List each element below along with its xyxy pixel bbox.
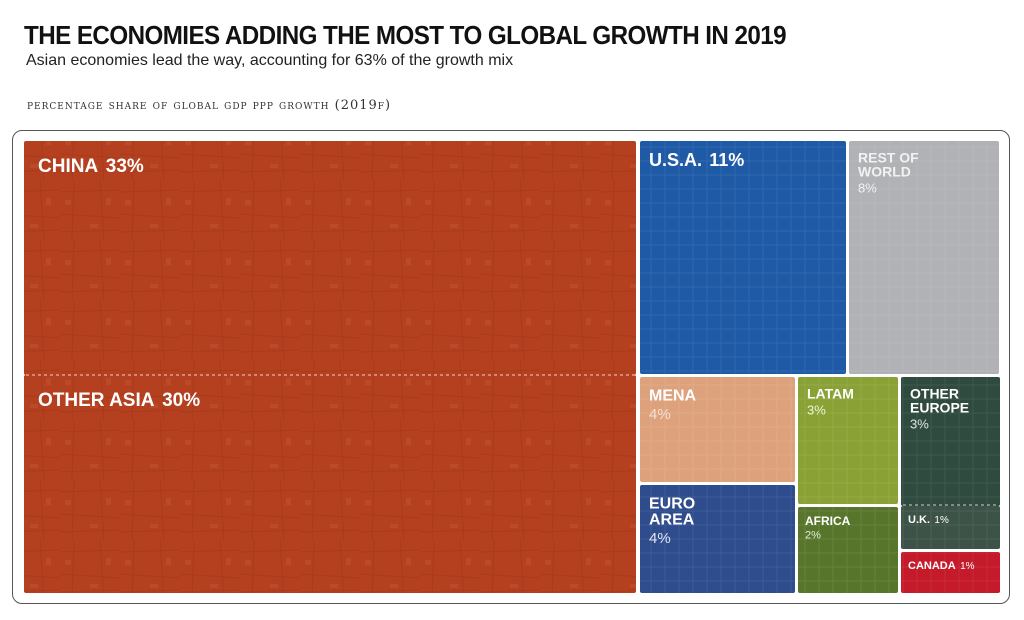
treemap-texture-latam	[798, 377, 898, 504]
treemap-texture-u-s-a	[640, 141, 846, 374]
treemap-label-canada: CANADA 1%	[908, 560, 975, 572]
treemap-texture-u-k	[901, 506, 1000, 549]
treemap-label-mena: MENA	[649, 387, 697, 404]
treemap-texture-china	[24, 141, 636, 375]
treemap-label-other-asia: OTHER ASIA 30%	[38, 390, 200, 411]
treemap-label-latam: LATAM	[807, 386, 854, 402]
treemap-texture-mena	[640, 377, 795, 482]
treemap-value-other-europe: 3%	[910, 417, 929, 432]
treemap-texture-canada	[901, 552, 1000, 593]
treemap-value-latam: 3%	[807, 403, 826, 418]
treemap-texture-other-europe	[901, 377, 1000, 506]
treemap-value-rest-of-world: 8%	[858, 181, 877, 196]
treemap-texture-rest-of-world	[849, 141, 999, 374]
metric-label: percentage share of global gdp ppp growt…	[27, 98, 392, 113]
treemap-label-u-s-a: U.S.A. 11%	[649, 150, 744, 170]
treemap-value-africa: 2%	[805, 530, 821, 542]
treemap-value-euro-area: 4%	[649, 530, 671, 547]
treemap-label-rest-of-world: REST OF WORLD	[858, 150, 919, 180]
treemap-label-africa: AFRICA	[805, 514, 851, 528]
treemap-texture-africa	[798, 507, 898, 593]
treemap-label-other-europe: OTHER EUROPE	[910, 386, 969, 416]
treemap-texture-other-asia	[24, 375, 636, 593]
treemap-value-mena: 4%	[649, 406, 671, 423]
treemap-texture-euro-area	[640, 485, 795, 593]
treemap-label-u-k: U.K. 1%	[908, 514, 949, 526]
chart-title: THE ECONOMIES ADDING THE MOST TO GLOBAL …	[24, 20, 787, 50]
treemap-label-china: CHINA 33%	[38, 156, 144, 177]
chart-subtitle: Asian economies lead the way, accounting…	[26, 52, 514, 69]
treemap-label-euro-area: EURO AREA	[649, 495, 695, 528]
